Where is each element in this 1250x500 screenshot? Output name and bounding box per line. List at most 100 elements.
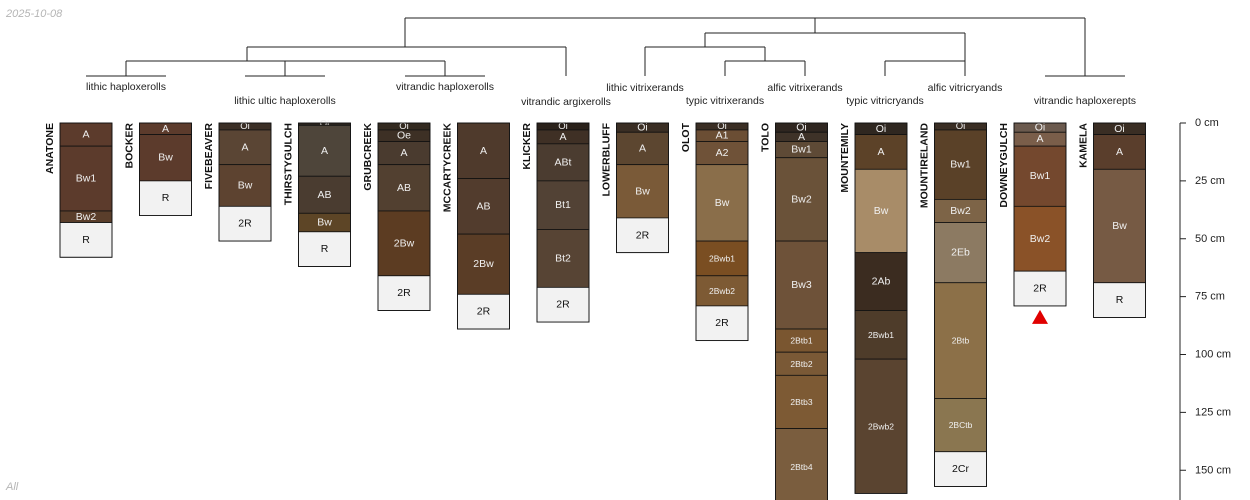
depth-axis-label: 100 cm (1195, 349, 1231, 361)
horizon-label: Bw (317, 217, 332, 229)
profile-outline (457, 122, 510, 330)
footer-label: All (6, 481, 19, 493)
profile-outline (934, 122, 987, 487)
horizon-label: 2Btb2 (790, 359, 812, 369)
profile-outline (1013, 122, 1067, 307)
class-label: vitrandic haploxerolls (396, 81, 494, 93)
depth-axis-label: 125 cm (1195, 406, 1231, 418)
horizon-label: A (400, 147, 407, 159)
horizon-rect (854, 168, 908, 254)
class-label: typic vitrixerands (686, 95, 764, 107)
profile-name: MOUNTIRELAND (919, 123, 931, 209)
horizon-rect (536, 229, 590, 288)
class-label: alfic vitricryands (928, 82, 1003, 94)
horizon-label: A (82, 129, 89, 141)
depth-axis-label: 150 cm (1195, 464, 1231, 476)
profile-name: MCCARTYCREEK (442, 123, 454, 213)
profile-name: GRUBCREEK (362, 123, 374, 191)
depth-axis-label: 50 cm (1195, 233, 1225, 245)
profile-outline (536, 122, 590, 323)
horizon-label: 2R (397, 287, 411, 299)
class-label: lithic vitrixerands (606, 82, 684, 94)
horizon-rect (616, 164, 669, 219)
horizon-label: Oi (240, 121, 250, 132)
horizon-label: R (162, 192, 170, 204)
class-label: alfic vitrixerands (767, 82, 842, 94)
horizon-label: A (162, 123, 169, 135)
marker-triangle (1032, 309, 1048, 324)
horizon-label: A (480, 145, 487, 157)
horizon-label: Bw2 (76, 211, 97, 223)
horizon-label: 2R (715, 317, 729, 329)
horizon-label: Bw (238, 180, 253, 192)
depth-axis-label: 25 cm (1195, 175, 1225, 187)
horizon-label: Oi (876, 123, 887, 135)
horizon-label: ABt (555, 156, 572, 168)
horizon-label: 2Btb1 (790, 336, 812, 346)
horizon-label: 2Bwb1 (868, 330, 894, 340)
horizon-rect (854, 134, 908, 170)
horizon-label: Oe (397, 130, 411, 142)
horizon-rect (934, 398, 987, 453)
horizon-label: AB (476, 200, 490, 212)
horizon-label: Oi (1114, 123, 1125, 135)
horizon-label: Oi (1035, 122, 1046, 134)
horizon-rect (934, 222, 987, 284)
profile-outline (139, 122, 192, 216)
profile-name: FIVEBEAVER (203, 123, 215, 190)
profile-name: BOCKER (124, 123, 136, 169)
horizon-rect (536, 286, 590, 323)
horizon-label: Bw1 (1030, 170, 1051, 182)
horizon-label: R (321, 243, 329, 255)
horizon-rect (457, 178, 510, 235)
profile-name: ANATONE (44, 123, 56, 174)
class-label: typic vitricryands (846, 95, 924, 107)
horizon-rect (1093, 282, 1146, 318)
profile-name: DOWNEYGULCH (998, 123, 1010, 208)
profile-name: TOLO (760, 123, 772, 152)
horizon-label: 2R (556, 299, 570, 311)
horizon-label: A1 (716, 130, 729, 142)
profile-outline (59, 122, 113, 258)
horizon-label: A2 (716, 147, 729, 159)
horizon-rect (298, 124, 351, 177)
horizon-rect (1013, 145, 1067, 207)
profile-name: LOWERBLUFF (601, 122, 613, 196)
horizon-label: Bw3 (791, 279, 812, 291)
horizon-rect (934, 129, 987, 200)
horizon-label: Bt1 (555, 199, 571, 211)
horizon-rect (695, 275, 749, 307)
horizon-label: Bw2 (791, 193, 812, 205)
horizon-label: Bw (1112, 220, 1127, 232)
horizon-label: 2Ab (872, 276, 891, 288)
horizon-label: 2Bw (394, 237, 415, 249)
depth-axis-label: 0 cm (1195, 117, 1219, 129)
horizon-label: Bw2 (950, 205, 971, 217)
horizon-label: Oi (717, 121, 727, 132)
horizon-label: 2Bw (473, 258, 494, 270)
horizon-label: AB (397, 182, 411, 194)
horizon-label: AB (317, 189, 331, 201)
horizon-rect (457, 122, 510, 179)
profile-outline (616, 122, 669, 254)
horizon-label: Oi (399, 121, 409, 132)
class-label: lithic ultic haploxerolls (234, 95, 336, 107)
horizon-label: Bw2 (1030, 233, 1051, 245)
horizon-label: 2R (1033, 283, 1047, 295)
horizon-label: Bw (874, 205, 889, 217)
horizon-label: Oi (637, 122, 648, 134)
horizon-label: 2Bwb1 (709, 253, 735, 263)
horizon-rect (695, 164, 749, 242)
horizon-label: A (639, 142, 646, 154)
class-label: vitrandic haploxerepts (1034, 95, 1136, 107)
horizon-rect (218, 129, 272, 166)
horizon-label: 2Btb4 (790, 462, 812, 472)
horizon-label: Bw (158, 152, 173, 164)
horizon-rect (536, 180, 590, 230)
horizon-label: Bt2 (555, 252, 571, 264)
profile-outline (775, 122, 828, 500)
horizon-label: 2BCtb (949, 420, 973, 430)
horizon-label: A (1116, 146, 1123, 158)
horizon-rect (1013, 205, 1067, 272)
